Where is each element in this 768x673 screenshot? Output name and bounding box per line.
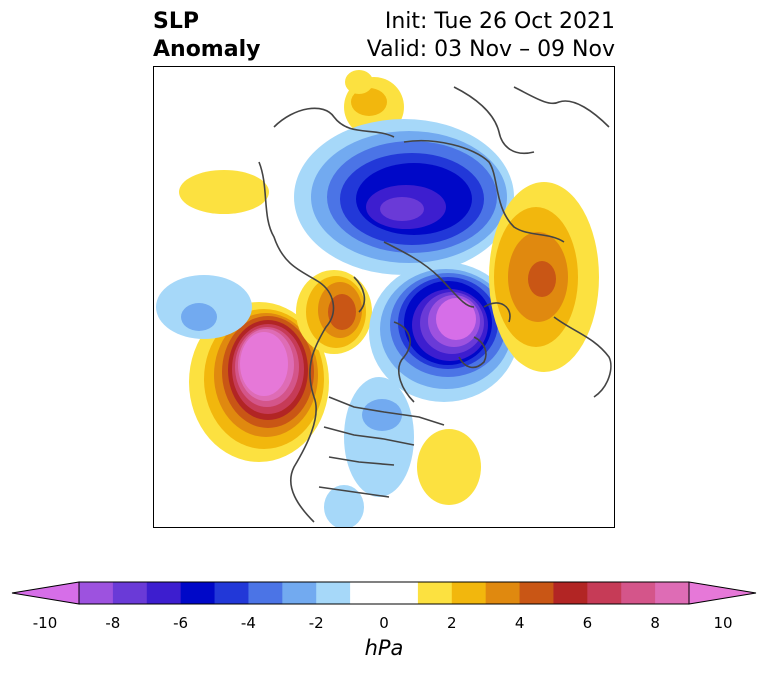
colorbar-tick-label: 4 — [514, 614, 525, 632]
colorbar-extend-max — [688, 581, 757, 605]
colorbar-tick-label: 6 — [582, 614, 593, 632]
colorbar-swatches — [11, 581, 757, 605]
colorbar-swatch — [180, 582, 216, 604]
colorbar-tick-label: 8 — [650, 614, 660, 632]
colorbar-tick-label: -6 — [173, 614, 189, 632]
negative-anomaly-arctic — [294, 119, 514, 275]
colorbar-swatch — [587, 582, 622, 604]
colorbar-tick-label: 0 — [379, 614, 389, 632]
positive-anomaly-pacific — [189, 302, 329, 462]
negative-anomaly-west-pacific — [156, 275, 252, 339]
colorbar-tick-label: -8 — [105, 614, 121, 632]
variable-title: SLP — [153, 9, 199, 34]
slp-anomaly-map — [153, 66, 615, 528]
colorbar-tick-label: 10 — [713, 614, 733, 632]
colorbar-swatch — [485, 582, 521, 604]
valid-range: Valid: 03 Nov – 09 Nov — [366, 37, 615, 62]
colorbar-tick-label: -10 — [32, 614, 58, 632]
coastlines — [258, 86, 612, 523]
colorbar-swatch — [79, 582, 114, 604]
colorbar-unit-label: hPa — [364, 636, 404, 660]
negative-anomaly-north-america — [324, 377, 414, 527]
colorbar-extend-min — [11, 581, 80, 605]
colorbar-swatch — [316, 582, 351, 604]
colorbar-swatch — [655, 582, 690, 604]
anomaly-fill-layer — [156, 70, 599, 527]
colorbar-swatch — [384, 582, 419, 604]
colorbar — [11, 581, 757, 605]
positive-anomaly-canada — [296, 270, 372, 354]
colorbar-tick-label: -4 — [240, 614, 256, 632]
variable-subtitle: Anomaly — [153, 37, 261, 62]
colorbar-swatch — [451, 582, 487, 604]
colorbar-swatch — [417, 582, 453, 604]
colorbar-swatch — [282, 582, 317, 604]
init-date: Init: Tue 26 Oct 2021 — [384, 9, 615, 34]
colorbar-tick-label: 2 — [447, 614, 457, 632]
colorbar-swatch — [112, 582, 148, 604]
colorbar-swatch — [350, 582, 385, 604]
colorbar-swatch — [146, 582, 182, 604]
colorbar-swatch — [519, 582, 554, 604]
colorbar-swatch — [248, 582, 283, 604]
negative-anomaly-greenland — [369, 262, 519, 402]
positive-anomaly-europe — [489, 182, 599, 372]
colorbar-swatch — [553, 582, 588, 604]
map-svg — [156, 70, 612, 527]
colorbar-swatch — [621, 582, 656, 604]
colorbar-swatch — [214, 582, 249, 604]
colorbar-tick-label: -2 — [308, 614, 324, 632]
